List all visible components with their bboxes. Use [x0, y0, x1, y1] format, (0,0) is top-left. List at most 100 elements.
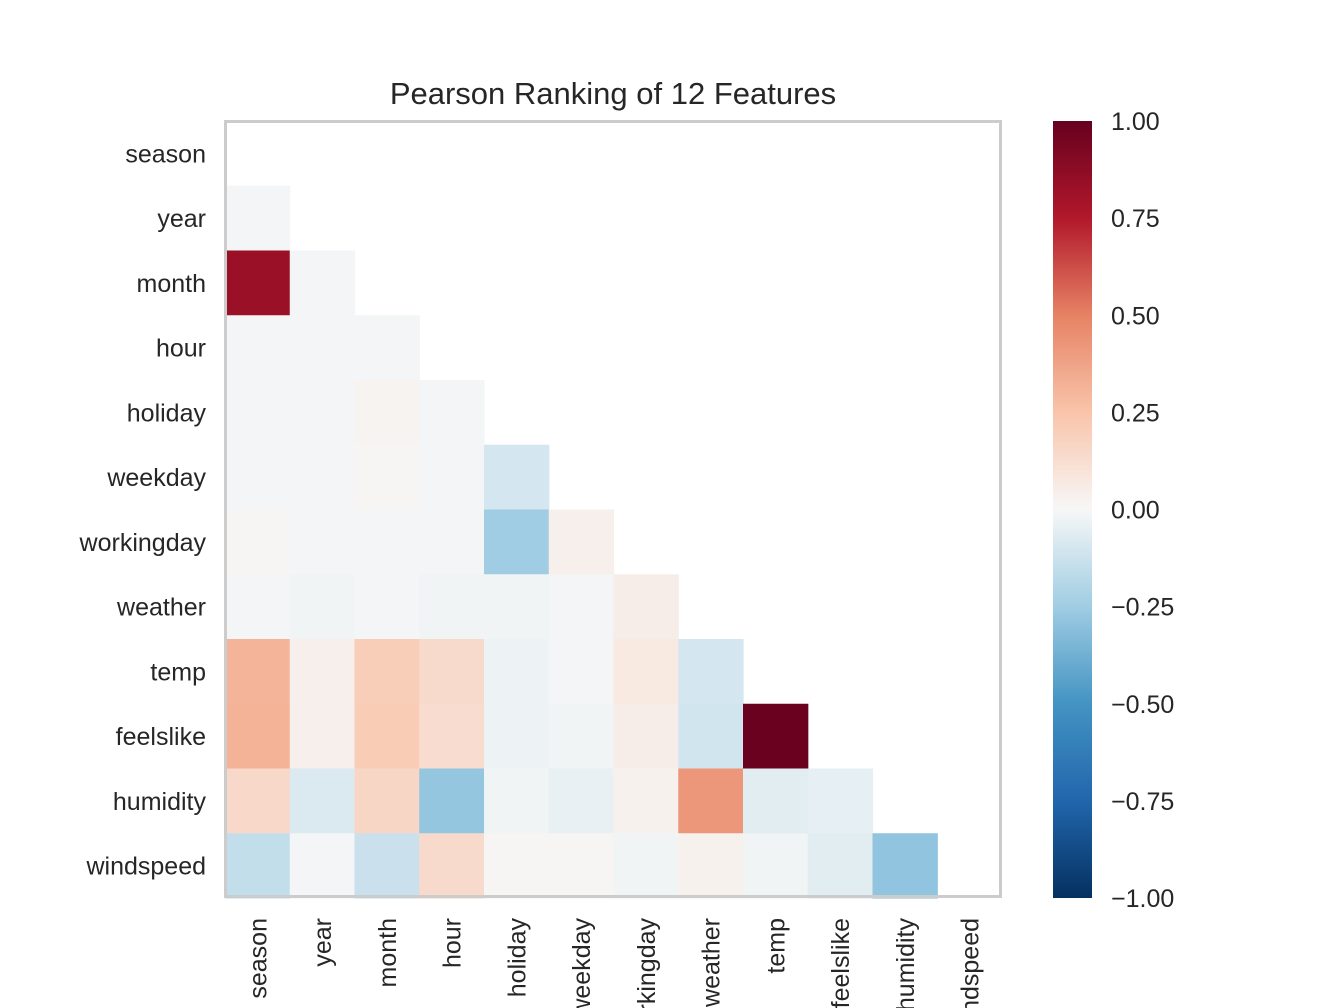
x-axis-tick-labels: season year month hour holiday weekday working… — [244, 918, 984, 1008]
heatmap-cell-holiday-season — [225, 380, 291, 446]
heatmap-cell-windspeed-feelslike — [807, 833, 874, 899]
heatmap-cell-humidity-month — [354, 768, 420, 834]
colorbar — [1053, 121, 1092, 898]
heatmap-cell-humidity-temp — [743, 768, 809, 834]
heatmap-cell-weekday-hour — [419, 444, 485, 511]
heatmap-cell-temp-holiday — [484, 639, 550, 705]
plot-frame — [224, 120, 1002, 898]
heatmap-cell-month-season — [225, 250, 291, 316]
x-tick-label-hour: hour — [439, 918, 467, 968]
colorbar-tick-label: 0.25 — [1111, 399, 1160, 427]
heatmap-cell-weather-holiday — [484, 574, 550, 640]
y-tick-label-feelslike: feelslike — [116, 723, 206, 751]
colorbar-tick-label: 0.00 — [1111, 497, 1160, 525]
heatmap-cell-weather-workingday — [613, 574, 679, 640]
heatmap-cell-weather-month — [354, 574, 420, 640]
y-tick-label-holiday: holiday — [127, 399, 207, 427]
heatmap-cell-weather-season — [225, 574, 291, 640]
heatmap-cell-temp-year — [289, 639, 356, 705]
heatmap-cell-holiday-month — [354, 380, 420, 446]
x-tick-label-weekday: weekday — [568, 918, 596, 1008]
heatmap-cell-humidity-feelslike — [807, 768, 874, 834]
heatmap-cell-holiday-year — [289, 380, 356, 446]
heatmap-cell-humidity-year — [289, 768, 356, 834]
x-tick-label-workingday: workingday — [633, 918, 661, 1008]
heatmap-cell-feelslike-hour — [419, 703, 485, 770]
colorbar-tick-label: 1.00 — [1111, 108, 1160, 136]
heatmap-cell-holiday-hour — [419, 380, 485, 446]
heatmap-cell-weather-year — [289, 574, 356, 640]
x-tick-label-month: month — [374, 918, 402, 987]
heatmap-cell-windspeed-weather — [678, 833, 744, 899]
y-tick-label-hour: hour — [156, 335, 206, 363]
heatmap-cell-weather-hour — [419, 574, 485, 640]
heatmap-cell-humidity-workingday — [613, 768, 679, 834]
heatmap-cell-weekday-season — [225, 444, 291, 511]
heatmap-cell-windspeed-weekday — [548, 833, 615, 899]
y-axis-tick-labels: season year month hour holiday weekday working… — [79, 140, 207, 880]
heatmap-cell-weekday-year — [289, 444, 356, 511]
y-tick-label-month: month — [137, 270, 206, 298]
heatmap-cell-temp-workingday — [613, 639, 679, 705]
colorbar-tick-label: 0.75 — [1111, 205, 1160, 233]
heatmap-cell-weather-weekday — [548, 574, 615, 640]
heatmap-cell-feelslike-season — [225, 703, 291, 770]
x-tick-label-season: season — [244, 918, 272, 999]
x-tick-label-windspeed: windspeed — [957, 918, 985, 1008]
x-tick-label-holiday: holiday — [503, 918, 531, 998]
y-tick-label-weather: weather — [116, 594, 206, 622]
heatmap-cell-windspeed-workingday — [613, 833, 679, 899]
heatmap-cell-feelslike-weather — [678, 703, 744, 770]
x-tick-label-temp: temp — [762, 918, 790, 974]
heatmap-cell-weekday-month — [354, 444, 420, 511]
heatmap-cell-windspeed-humidity — [872, 833, 938, 899]
colorbar-tick-label: −0.75 — [1111, 788, 1174, 816]
heatmap-cell-workingday-year — [289, 509, 356, 575]
colorbar-tick-label: 0.50 — [1111, 302, 1160, 330]
heatmap-cell-feelslike-workingday — [613, 703, 679, 770]
heatmap-cell-feelslike-weekday — [548, 703, 615, 770]
colorbar-tick-labels: 1.00 0.75 0.50 0.25 0.00 −0.25 −0.50 −0.75 −1.00 — [1111, 108, 1174, 913]
heatmap-cell-temp-hour — [419, 639, 485, 705]
heatmap-cell-temp-month — [354, 639, 420, 705]
colorbar-tick-label: −0.50 — [1111, 691, 1174, 719]
heatmap-cell-windspeed-season — [225, 833, 291, 899]
heatmap-cell-windspeed-holiday — [484, 833, 550, 899]
x-tick-label-weather: weather — [698, 918, 726, 1008]
heatmap-cell-humidity-season — [225, 768, 291, 834]
y-tick-label-workingday: workingday — [79, 529, 207, 557]
heatmap-cell-workingday-hour — [419, 509, 485, 575]
heatmap-cell-feelslike-year — [289, 703, 356, 770]
heatmap-cell-humidity-weather — [678, 768, 744, 834]
heatmap-cell-year-season — [225, 185, 291, 252]
heatmap-cell-temp-season — [225, 639, 291, 705]
x-tick-label-feelslike: feelslike — [827, 918, 855, 1008]
heatmap-cell-feelslike-temp — [743, 703, 809, 770]
heatmap-cell-hour-season — [225, 315, 291, 381]
heatmap-cell-windspeed-hour — [419, 833, 485, 899]
y-tick-label-windspeed: windspeed — [85, 853, 206, 881]
heatmap-cell-hour-year — [289, 315, 356, 381]
heatmap-cell-workingday-month — [354, 509, 420, 575]
chart-title: Pearson Ranking of 12 Features — [390, 76, 836, 111]
y-tick-label-humidity: humidity — [113, 788, 207, 816]
heatmap-cell-workingday-holiday — [484, 509, 550, 575]
colorbar-tick-label: −0.25 — [1111, 594, 1174, 622]
heatmap-cell-windspeed-year — [289, 833, 356, 899]
heatmap-cell-feelslike-month — [354, 703, 420, 770]
heatmap-cell-feelslike-holiday — [484, 703, 550, 770]
x-tick-label-humidity: humidity — [892, 918, 920, 1008]
heatmap-cell-humidity-hour — [419, 768, 485, 834]
heatmap-cell-hour-month — [354, 315, 420, 381]
heatmap-cell-workingday-season — [225, 509, 291, 575]
heatmap-cell-weekday-holiday — [484, 444, 550, 511]
y-tick-label-season: season — [125, 140, 206, 168]
heatmap-cell-temp-weather — [678, 639, 744, 705]
heatmap-cell-windspeed-temp — [743, 833, 809, 899]
heatmap-cells — [225, 185, 938, 899]
y-tick-label-temp: temp — [150, 658, 206, 686]
heatmap-cell-month-year — [289, 250, 356, 316]
y-tick-label-weekday: weekday — [106, 464, 206, 492]
heatmap-cell-workingday-weekday — [548, 509, 615, 575]
